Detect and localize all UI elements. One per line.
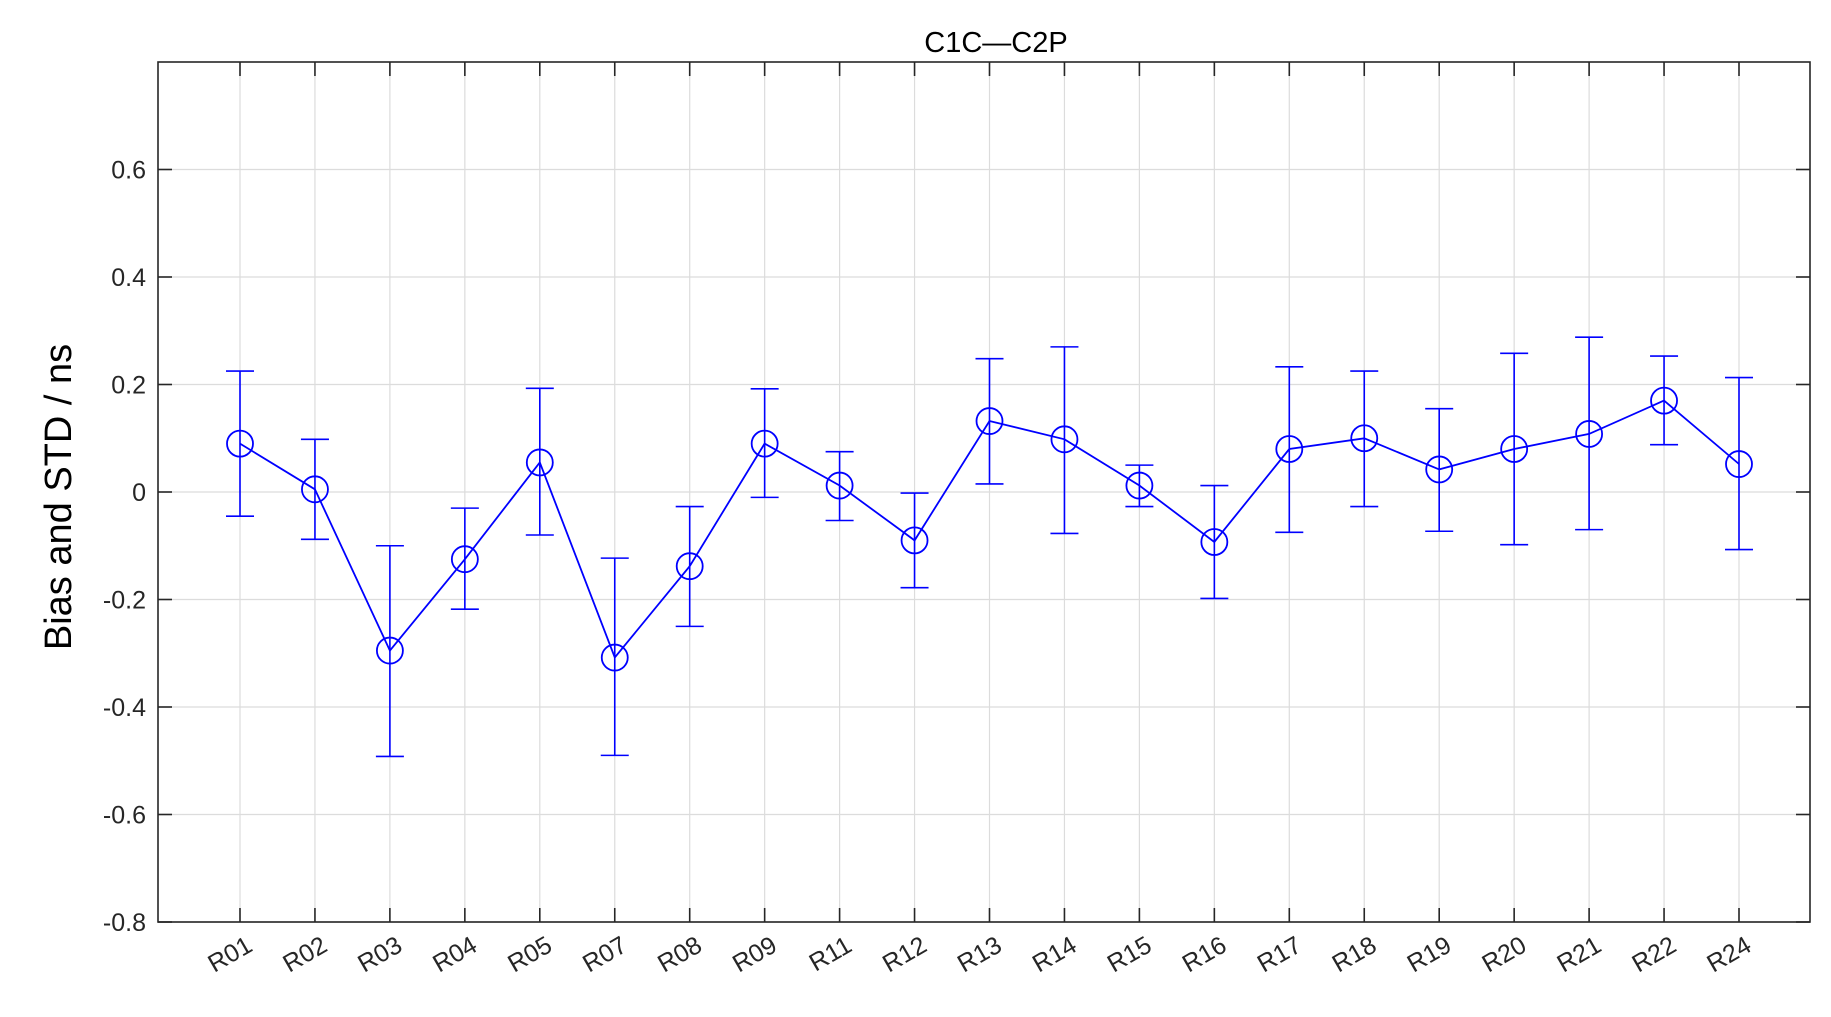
data-point-marker xyxy=(825,471,854,500)
data-point-marker xyxy=(301,475,329,504)
data-point-marker xyxy=(525,448,554,477)
chart-title: C1C—C2P xyxy=(924,27,1067,59)
series-line xyxy=(239,399,1740,660)
y-tick-labels: -0.8 -0.6 -0.4 -0.2 0 0.2 0.4 0.6 xyxy=(103,157,146,938)
data-point-marker xyxy=(600,643,629,672)
y-tick-label: -0.8 xyxy=(103,909,146,937)
data-point-marker xyxy=(750,429,779,458)
data-point-marker xyxy=(975,407,1004,435)
data-point-marker xyxy=(1725,450,1753,478)
y-tick-label: -0.2 xyxy=(103,587,146,615)
data-point-marker xyxy=(226,429,254,458)
data-point-marker xyxy=(1125,471,1154,500)
data-point-marker xyxy=(1425,455,1454,484)
data-point-marker xyxy=(1350,424,1379,453)
data-point-marker xyxy=(1500,435,1529,463)
series-line-layer xyxy=(239,399,1740,660)
data-point-marker xyxy=(375,636,404,665)
y-tick-label: 0 xyxy=(132,479,146,507)
series-markers xyxy=(226,386,1753,672)
y-tick-label: -0.6 xyxy=(103,802,146,830)
y-tick-label: 0.2 xyxy=(111,372,146,400)
data-point-marker xyxy=(1575,420,1603,448)
y-tick-label: 0.4 xyxy=(111,264,146,292)
y-tick-label: 0.6 xyxy=(111,157,146,185)
data-point-marker xyxy=(1050,425,1079,454)
data-point-marker xyxy=(1275,435,1304,463)
y-axis-label: Bias and STD / ns xyxy=(38,344,80,650)
data-point-marker xyxy=(900,526,929,555)
data-point-marker xyxy=(1650,386,1678,415)
data-point-marker xyxy=(450,545,479,574)
ticks xyxy=(158,62,1810,923)
data-point-marker xyxy=(1200,528,1229,556)
y-tick-label: -0.4 xyxy=(103,694,146,722)
data-point-marker xyxy=(675,552,704,581)
